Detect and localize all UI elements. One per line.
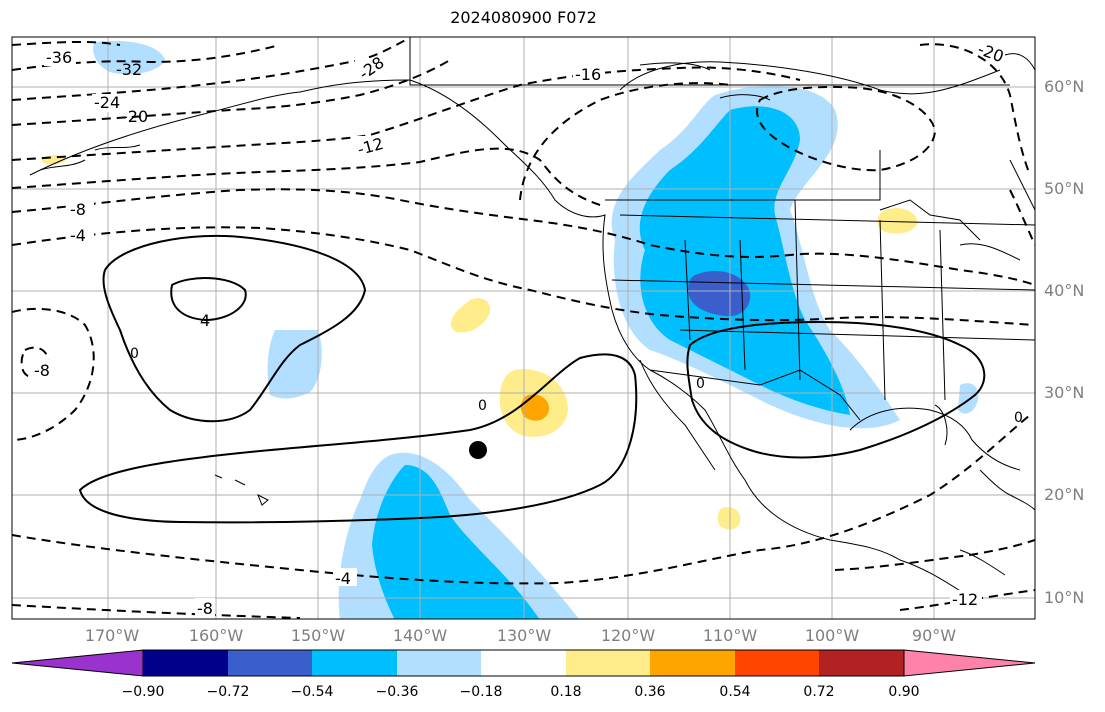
lon-label-90w: 90°W xyxy=(911,626,957,645)
coastlines xyxy=(29,37,1035,601)
map-title: 2024080900 F072 xyxy=(450,8,597,27)
contour-label: -4 xyxy=(335,569,351,588)
lat-label-50n: 50°N xyxy=(1044,179,1085,198)
lon-label-170w: 170°W xyxy=(84,626,140,645)
contour-label: 0 xyxy=(130,346,139,362)
anomaly-yellow-offshore xyxy=(450,298,491,333)
colorbar-bin xyxy=(312,650,397,676)
contour-label: -28 xyxy=(355,53,387,84)
anomaly-light-blue-small xyxy=(267,330,322,399)
contour-label: 0 xyxy=(1014,410,1023,426)
colorbar-bin xyxy=(650,650,735,676)
contour-label: -36 xyxy=(46,48,72,67)
colorbar-tick: 0.36 xyxy=(634,684,666,700)
anomaly-yellow-mexico xyxy=(717,507,741,530)
lat-label-20n: 20°N xyxy=(1044,485,1085,504)
colorbar-bin xyxy=(143,650,228,676)
colorbar-tick: −0.54 xyxy=(290,684,334,700)
contour-label: -4 xyxy=(70,226,86,245)
anomaly-light-blue-gulf xyxy=(958,383,979,414)
contour-label: -24 xyxy=(94,93,120,112)
map-frame xyxy=(11,36,1036,620)
contour-label: -12 xyxy=(952,590,978,609)
colorbar xyxy=(11,649,1036,677)
lon-label-100w: 100°W xyxy=(804,626,860,645)
lat-label-30n: 30°N xyxy=(1044,383,1085,402)
lat-label-10n: 10°N xyxy=(1044,588,1085,607)
colorbar-extend-low xyxy=(11,649,144,677)
lon-label-120w: 120°W xyxy=(600,626,656,645)
solid-contours xyxy=(78,234,986,524)
colorbar-bin xyxy=(481,650,566,676)
contour-label: -20 xyxy=(122,107,148,126)
lat-label-40n: 40°N xyxy=(1044,281,1085,300)
dashed-contours xyxy=(12,37,1035,619)
colorbar-bin xyxy=(819,650,904,676)
colorbar-tick: −0.18 xyxy=(459,684,503,700)
contour-label: -8 xyxy=(197,599,213,618)
colorbar-tick: 0.18 xyxy=(550,684,582,700)
colorbar-tick: −0.72 xyxy=(206,684,250,700)
contour-label: 0 xyxy=(478,398,487,414)
anomaly-blue-pacific xyxy=(372,465,540,619)
lat-label-60n: 60°N xyxy=(1044,77,1085,96)
colorbar-tick: −0.36 xyxy=(375,684,419,700)
colorbar-bin xyxy=(397,650,481,676)
colorbar-tick: 0.54 xyxy=(719,684,751,700)
contour-label: -20 xyxy=(975,39,1006,66)
anomaly-blue-west-us xyxy=(639,106,850,415)
lon-label-110w: 110°W xyxy=(702,626,758,645)
contour-label: -32 xyxy=(116,60,142,79)
anomaly-yellow-great-lakes xyxy=(877,208,918,234)
colorbar-bin xyxy=(228,650,312,676)
colorbar-extend-high xyxy=(903,649,1036,677)
lon-label-140w: 140°W xyxy=(392,626,448,645)
lon-label-150w: 150°W xyxy=(290,626,346,645)
lon-label-160w: 160°W xyxy=(188,626,244,645)
contour-label: -16 xyxy=(575,65,601,84)
colorbar-tick: 0.72 xyxy=(803,684,835,700)
lon-label-130w: 130°W xyxy=(496,626,552,645)
anomaly-light-blue-alaska xyxy=(93,40,165,75)
contour-label: 0 xyxy=(696,376,705,392)
storm-center-marker xyxy=(469,441,487,459)
contour-label: -8 xyxy=(34,361,50,380)
colorbar-bin xyxy=(566,650,650,676)
contour-labels: -36 -32 -28 -24 -20 -16 -12 -8 -4 0 4 -2… xyxy=(32,39,1023,618)
colorbar-tick: −0.90 xyxy=(121,684,165,700)
contour-label: -8 xyxy=(70,200,86,219)
colorbar-bin xyxy=(735,650,819,676)
contour-label: 4 xyxy=(200,311,210,330)
colorbar-tick: 0.90 xyxy=(888,684,920,700)
